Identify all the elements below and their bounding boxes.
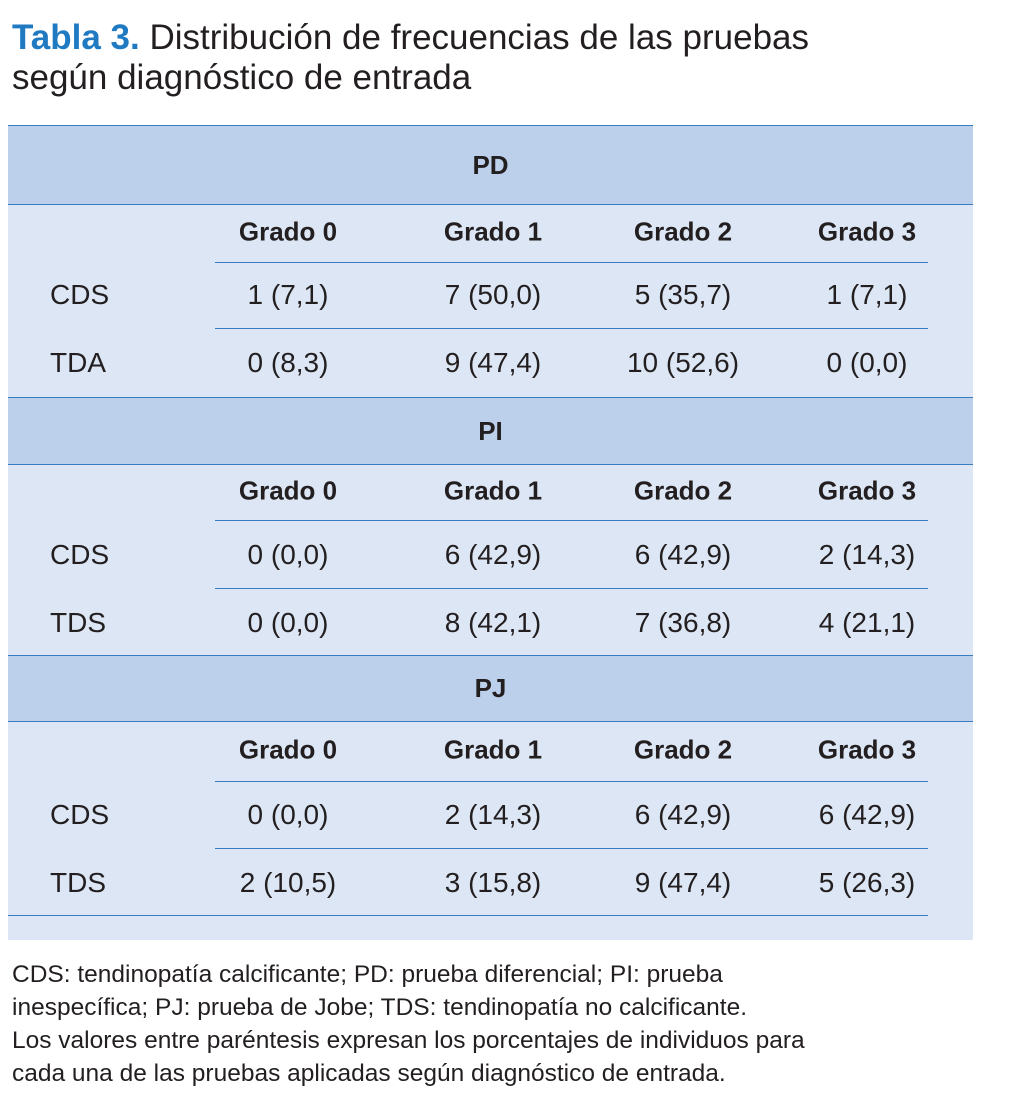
cell: 9 (47,4)	[444, 347, 542, 378]
section-header: PI	[8, 397, 973, 465]
row-label: CDS	[50, 279, 110, 310]
cell: 0 (0,0)	[247, 799, 329, 830]
column-header: Grado 2	[633, 475, 733, 506]
section-header: PJ	[8, 655, 973, 722]
cell: 2 (14,3)	[444, 799, 542, 830]
cell: 6 (42,9)	[634, 799, 732, 830]
row-label: CDS	[50, 539, 110, 570]
cell: 2 (14,3)	[818, 539, 916, 570]
cell: 1 (7,1)	[247, 279, 329, 310]
cell: 3 (15,8)	[444, 867, 542, 898]
column-header: Grado 2	[633, 734, 733, 765]
cell: 2 (10,5)	[239, 867, 337, 898]
column-header: Grado 2	[633, 216, 733, 247]
column-header: Grado 1	[443, 216, 543, 247]
title: Tabla 3. Distribución de frecuencias de …	[12, 18, 912, 98]
row-divider	[215, 848, 928, 849]
note-line: inespecífica; PJ: prueba de Jobe; TDS: t…	[12, 994, 747, 1021]
cell: 6 (42,9)	[818, 799, 916, 830]
column-header: Grado 0	[238, 216, 338, 247]
cell: 6 (42,9)	[444, 539, 542, 570]
title-text: Distribución de frecuencias de las prueb…	[12, 18, 809, 97]
row-label: TDS	[50, 607, 106, 638]
note-line: CDS: tendinopatía calcificante; PD: prue…	[12, 961, 723, 988]
column-header: Grado 0	[238, 475, 338, 506]
cell: 5 (35,7)	[634, 279, 732, 310]
cell: 0 (0,0)	[247, 539, 329, 570]
cell: 0 (0,0)	[826, 347, 908, 378]
row-divider	[8, 915, 928, 916]
note-line: Los valores entre paréntesis expresan lo…	[12, 1027, 805, 1054]
row-divider	[215, 588, 928, 589]
section-header: PD	[8, 125, 973, 205]
title-label: Tabla 3.	[12, 18, 140, 57]
cell: 4 (21,1)	[818, 607, 916, 638]
notes: CDS: tendinopatía calcificante; PD: prue…	[12, 958, 805, 1090]
cell: 7 (50,0)	[444, 279, 542, 310]
column-header: Grado 3	[817, 475, 917, 506]
row-label: TDA	[50, 347, 106, 378]
row-label: CDS	[50, 799, 110, 830]
column-header: Grado 1	[443, 475, 543, 506]
cell: 6 (42,9)	[634, 539, 732, 570]
table: PD Grado 0 Grado 1 Grado 2 Grado 3 CDS 1 (7,1)…	[8, 125, 973, 940]
row-divider	[215, 781, 928, 782]
cell: 5 (26,3)	[818, 867, 916, 898]
row-divider	[215, 328, 928, 329]
column-header: Grado 3	[817, 734, 917, 765]
cell: 7 (36,8)	[634, 607, 732, 638]
cell: 8 (42,1)	[444, 607, 542, 638]
row-divider	[215, 262, 928, 263]
cell: 1 (7,1)	[826, 279, 908, 310]
cell: 0 (0,0)	[247, 607, 329, 638]
cell: 0 (8,3)	[247, 347, 329, 378]
column-header: Grado 1	[443, 734, 543, 765]
cell: 10 (52,6)	[626, 347, 740, 378]
row-label: TDS	[50, 867, 106, 898]
note-line: cada una de las pruebas aplicadas según …	[12, 1060, 726, 1087]
cell: 9 (47,4)	[634, 867, 732, 898]
column-header: Grado 0	[238, 734, 338, 765]
row-divider	[215, 520, 928, 521]
column-header: Grado 3	[817, 216, 917, 247]
